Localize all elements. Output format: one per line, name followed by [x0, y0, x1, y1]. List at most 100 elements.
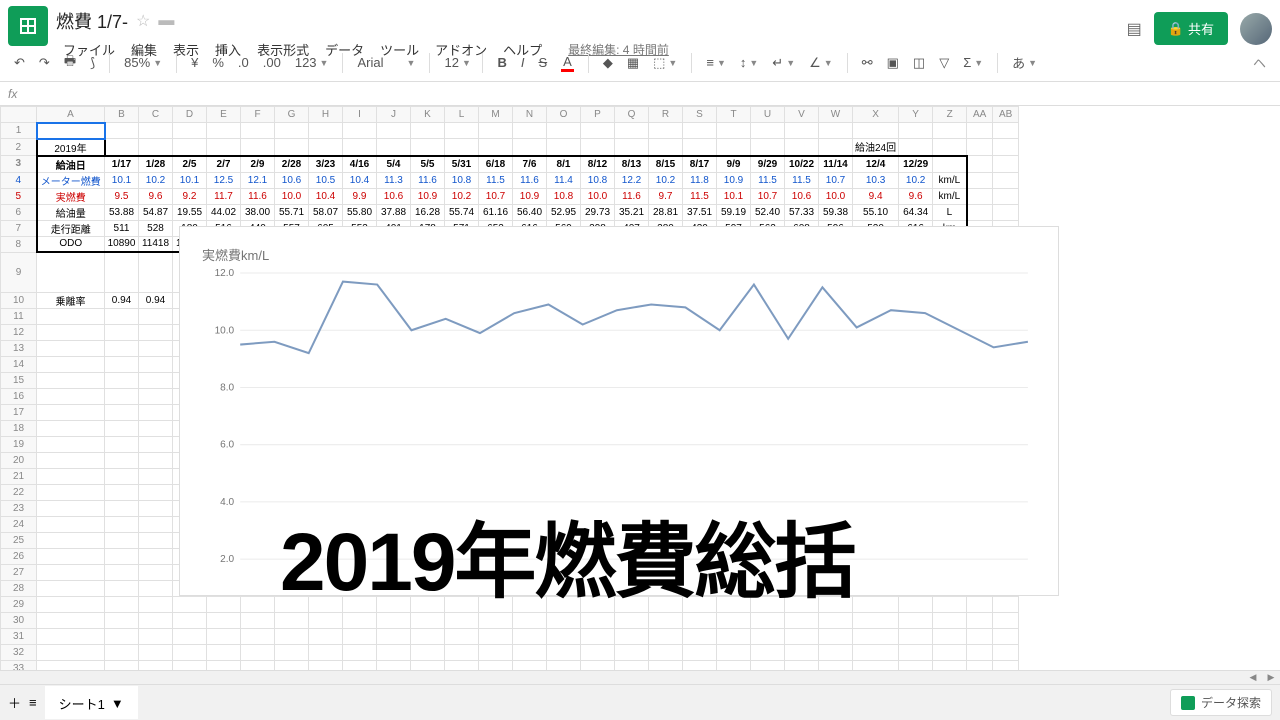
cell[interactable]: 2/28: [275, 156, 309, 173]
cell[interactable]: 9.9: [343, 188, 377, 204]
row-header[interactable]: 16: [1, 388, 37, 404]
cell[interactable]: [37, 356, 105, 372]
cell[interactable]: [207, 123, 241, 139]
row-header[interactable]: 12: [1, 324, 37, 340]
cell[interactable]: [513, 628, 547, 644]
row-header[interactable]: 2: [1, 139, 37, 156]
col-header[interactable]: I: [343, 107, 377, 123]
cell[interactable]: [139, 356, 173, 372]
cell[interactable]: [37, 452, 105, 468]
cell[interactable]: [105, 644, 139, 660]
cell[interactable]: 9.5: [105, 188, 139, 204]
cell[interactable]: [683, 139, 717, 156]
cell[interactable]: [105, 516, 139, 532]
cell[interactable]: 10.1: [105, 172, 139, 188]
cell[interactable]: [581, 612, 615, 628]
cell[interactable]: [547, 139, 581, 156]
cell[interactable]: 10.9: [513, 188, 547, 204]
cell[interactable]: [615, 139, 649, 156]
cell[interactable]: 11.7: [207, 188, 241, 204]
cell[interactable]: [993, 596, 1019, 612]
col-header[interactable]: E: [207, 107, 241, 123]
cell[interactable]: [751, 612, 785, 628]
cell[interactable]: [993, 172, 1019, 188]
cell[interactable]: [479, 628, 513, 644]
cell[interactable]: [967, 644, 993, 660]
cell[interactable]: 58.07: [309, 204, 343, 220]
cell[interactable]: [139, 252, 173, 292]
cell[interactable]: [207, 612, 241, 628]
cell[interactable]: 8/1: [547, 156, 581, 173]
cell[interactable]: [173, 644, 207, 660]
row-header[interactable]: 4: [1, 172, 37, 188]
zoom-select[interactable]: 85%▼: [118, 51, 168, 74]
cell[interactable]: 給油24回: [853, 139, 899, 156]
cell[interactable]: [139, 404, 173, 420]
cell[interactable]: 11.5: [751, 172, 785, 188]
cell[interactable]: 55.80: [343, 204, 377, 220]
col-header[interactable]: J: [377, 107, 411, 123]
col-header[interactable]: B: [105, 107, 139, 123]
cell[interactable]: [105, 484, 139, 500]
cell[interactable]: [547, 612, 581, 628]
cell[interactable]: [649, 139, 683, 156]
cell[interactable]: [139, 388, 173, 404]
cell[interactable]: [37, 580, 105, 596]
col-header[interactable]: M: [479, 107, 513, 123]
cell[interactable]: L: [933, 204, 967, 220]
cell[interactable]: [933, 139, 967, 156]
cell[interactable]: [37, 612, 105, 628]
font-select[interactable]: Arial▼: [351, 51, 421, 74]
cell[interactable]: [275, 644, 309, 660]
row-header[interactable]: 23: [1, 500, 37, 516]
cell[interactable]: [751, 644, 785, 660]
col-header[interactable]: C: [139, 107, 173, 123]
cell[interactable]: [967, 188, 993, 204]
cell[interactable]: 5/5: [411, 156, 445, 173]
cell[interactable]: [139, 123, 173, 139]
cell[interactable]: [649, 644, 683, 660]
cell[interactable]: [993, 628, 1019, 644]
cell[interactable]: 2019年: [37, 139, 105, 156]
cell[interactable]: [207, 628, 241, 644]
cell[interactable]: [479, 644, 513, 660]
cell[interactable]: 52.40: [751, 204, 785, 220]
col-header[interactable]: A: [37, 107, 105, 123]
cell[interactable]: [105, 612, 139, 628]
cell[interactable]: 乗離率: [37, 292, 105, 308]
cell[interactable]: [207, 139, 241, 156]
cell[interactable]: [445, 612, 479, 628]
cell[interactable]: [37, 644, 105, 660]
cell[interactable]: [241, 628, 275, 644]
cell[interactable]: 52.95: [547, 204, 581, 220]
col-header[interactable]: V: [785, 107, 819, 123]
cell[interactable]: [819, 612, 853, 628]
percent-button[interactable]: %: [206, 51, 230, 74]
cell[interactable]: [377, 139, 411, 156]
cell[interactable]: [37, 308, 105, 324]
cell[interactable]: [717, 644, 751, 660]
cell[interactable]: [309, 123, 343, 139]
cell[interactable]: [547, 123, 581, 139]
cell[interactable]: [479, 123, 513, 139]
textcolor-button[interactable]: A: [555, 50, 580, 76]
cell[interactable]: [139, 468, 173, 484]
cell[interactable]: 2/9: [241, 156, 275, 173]
cell[interactable]: [479, 612, 513, 628]
cell[interactable]: [37, 516, 105, 532]
comments-icon[interactable]: ▤: [1127, 19, 1142, 39]
cell[interactable]: 9.6: [899, 188, 933, 204]
doc-title[interactable]: 燃費 1/7-: [56, 8, 128, 34]
cell[interactable]: [683, 628, 717, 644]
cell[interactable]: [581, 628, 615, 644]
fontsize-select[interactable]: 12▼: [438, 51, 474, 74]
star-icon[interactable]: ☆: [136, 11, 150, 31]
cell[interactable]: [581, 644, 615, 660]
borders-button[interactable]: ▦: [621, 51, 645, 75]
cell[interactable]: 2/7: [207, 156, 241, 173]
row-header[interactable]: 27: [1, 564, 37, 580]
col-header[interactable]: Z: [933, 107, 967, 123]
col-header[interactable]: T: [717, 107, 751, 123]
dec-increase-button[interactable]: .00: [257, 51, 287, 74]
cell[interactable]: 10.6: [275, 172, 309, 188]
